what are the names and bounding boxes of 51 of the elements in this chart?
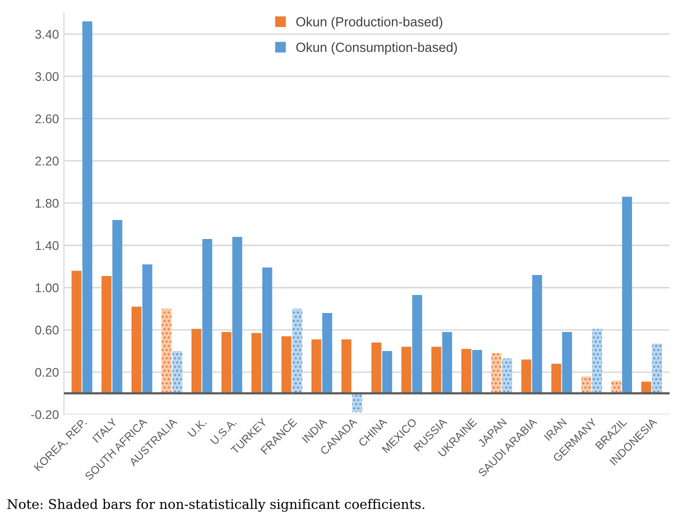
bar xyxy=(221,332,232,394)
bar xyxy=(491,353,502,394)
y-tick-label: 0.20 xyxy=(35,368,59,377)
bar xyxy=(442,332,452,394)
bar xyxy=(352,393,362,412)
bar xyxy=(202,239,212,394)
bar xyxy=(341,339,352,394)
bar xyxy=(652,344,662,394)
bar xyxy=(142,264,152,394)
bar xyxy=(592,328,602,394)
bar xyxy=(472,350,482,394)
bar xyxy=(311,339,322,394)
bar xyxy=(132,306,142,394)
y-tick-label: 1.00 xyxy=(36,283,59,292)
y-tick-label: 2.20 xyxy=(35,156,59,166)
bar xyxy=(292,308,302,394)
bar xyxy=(521,359,532,394)
bar xyxy=(551,364,562,394)
text: Note: Shaded bars for non-statistically significant coefficients. xyxy=(7,498,424,512)
x-tick-label: U.K. xyxy=(187,418,207,438)
bar xyxy=(281,336,292,394)
bar xyxy=(622,196,632,394)
bar xyxy=(532,274,542,394)
y-tick-label: 0.60 xyxy=(35,326,59,335)
y-tick-label: -0.20 xyxy=(31,410,59,420)
y-tick-label: 2.60 xyxy=(35,114,59,124)
bar xyxy=(412,295,422,394)
bar xyxy=(172,351,182,394)
bar xyxy=(232,236,242,394)
bar xyxy=(192,328,202,394)
bar xyxy=(502,358,512,394)
legend-label: Okun (Production-based) xyxy=(296,16,442,30)
bar xyxy=(102,276,112,394)
bar xyxy=(112,220,122,394)
bar xyxy=(72,270,82,394)
bar xyxy=(82,21,92,394)
y-tick-label: 1.40 xyxy=(36,241,59,250)
y-tick-label: 3.40 xyxy=(35,30,59,39)
bar xyxy=(262,268,272,394)
bar xyxy=(251,333,262,394)
bar xyxy=(431,346,442,394)
y-tick-label: 1.80 xyxy=(36,198,59,208)
bar xyxy=(461,348,472,394)
legend-label: Okun (Consumption-based) xyxy=(296,42,457,55)
bar xyxy=(162,308,172,394)
bar xyxy=(382,351,392,394)
bar xyxy=(322,312,332,394)
bar xyxy=(401,346,412,394)
bar xyxy=(371,342,382,394)
bar xyxy=(562,332,572,394)
y-tick-label: 3.00 xyxy=(35,72,59,81)
